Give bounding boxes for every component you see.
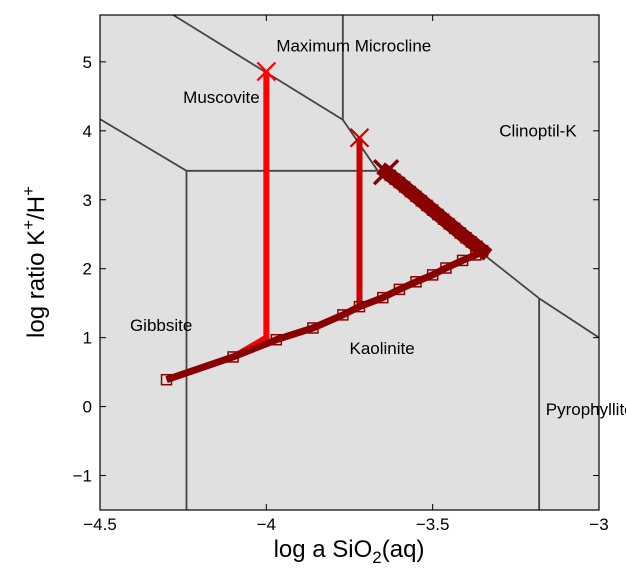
- series-path-3-end-marker-b: [372, 158, 400, 186]
- series-path-3-marker-2: [270, 333, 283, 346]
- y-axis-ticks: −1 0 1 2 3 4 5: [73, 53, 599, 486]
- x-tick-label: −4: [257, 515, 276, 534]
- boundary-muscovite-gibbsite: [99, 118, 187, 172]
- series-path-3-dense-marker: [384, 169, 397, 182]
- x-axis-label: log a SiO2(aq): [274, 536, 425, 567]
- y-tick-label: −1: [73, 467, 92, 486]
- region-labels: Maximum Microcline Muscovite Clinoptil-K Gi…: [130, 37, 626, 419]
- x-axis-label-sub: 2: [372, 548, 381, 567]
- reaction-paths: [160, 61, 493, 386]
- series-path-3-marker-0: [160, 373, 173, 386]
- series-path-3-marker-7: [393, 283, 406, 296]
- region-label-clinoptil-k: Clinoptil-K: [499, 121, 577, 140]
- y-axis-label-sup1: +: [19, 220, 38, 230]
- series-path-3-marker-9: [426, 269, 439, 281]
- x-axis-ticks: −4.5 −4 −3.5 −3: [83, 15, 609, 534]
- y-tick-label: 3: [83, 191, 92, 210]
- region-label-maximum-microcline: Maximum Microcline: [276, 37, 431, 56]
- region-label-muscovite: Muscovite: [183, 88, 260, 107]
- series-path-3-marker-3: [307, 322, 319, 334]
- series-path-3-line: [165, 247, 485, 384]
- series-path-3-marker-8: [410, 276, 422, 288]
- region-label-gibbsite: Gibbsite: [130, 316, 192, 335]
- plot-background: [100, 15, 599, 510]
- y-tick-label: 4: [83, 122, 92, 141]
- y-axis-label-main: log ratio K: [23, 230, 50, 338]
- series-path-3-marker-4: [337, 309, 349, 321]
- y-tick-label: 5: [83, 53, 92, 72]
- y-axis-label-mid: /H: [23, 196, 50, 220]
- boundary-microcline-muscovite: [172, 14, 344, 121]
- series-path-3-marker-1: [227, 351, 239, 363]
- boundary-pyrophyllite-clinoptil: [538, 297, 600, 339]
- x-tick-label: −4.5: [83, 515, 117, 534]
- y-axis-label-sup2: +: [19, 186, 38, 196]
- x-tick-label: −3: [589, 515, 608, 534]
- region-label-pyrophyllite: Pyrophyllite: [546, 400, 626, 419]
- y-tick-label: 2: [83, 260, 92, 279]
- series-path-3-marker-10: [440, 262, 452, 274]
- series-path-3-marker-12: [470, 249, 482, 261]
- series-path-1-end-marker-b: [256, 61, 277, 82]
- y-tick-label: 0: [83, 398, 92, 417]
- y-axis-label: log ratio K+/H+: [19, 186, 50, 338]
- x-axis-label-main: log a SiO: [274, 536, 373, 563]
- y-tick-label: 1: [83, 329, 92, 348]
- x-tick-label: −3.5: [416, 515, 450, 534]
- series-path-3-marker-11: [456, 254, 469, 267]
- series-path-3-marker-5: [353, 300, 366, 313]
- region-label-kaolinite: Kaolinite: [350, 339, 415, 358]
- plot-frame: [99, 14, 600, 511]
- series-path-3-marker-6: [377, 291, 389, 304]
- x-axis-label-post: (aq): [382, 536, 425, 563]
- series-path-2-end-marker-b: [349, 127, 370, 148]
